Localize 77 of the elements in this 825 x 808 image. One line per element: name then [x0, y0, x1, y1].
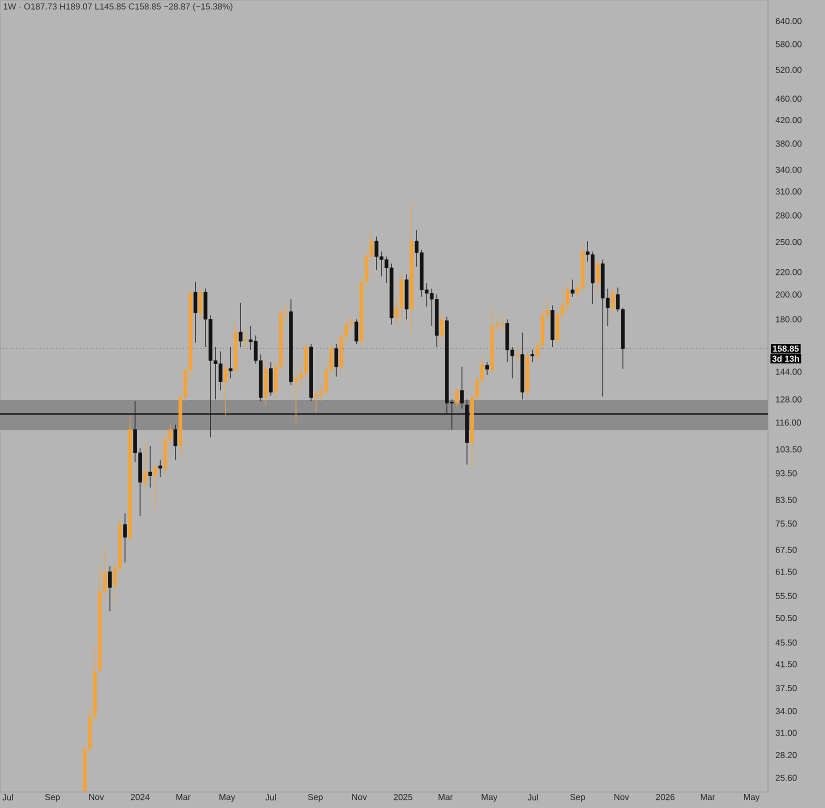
y-tick-label: 83.50	[776, 496, 797, 503]
y-tick-label: 220.00	[776, 269, 802, 276]
y-tick-label: 250.00	[776, 238, 802, 246]
x-tick-label: Sep	[308, 794, 323, 802]
candlestick	[570, 279, 574, 298]
y-tick-label: 310.00	[776, 188, 802, 195]
x-tick-label: Mar	[700, 794, 715, 800]
candlestick	[596, 259, 600, 295]
x-tick-label: May	[744, 794, 760, 802]
candlestick	[460, 366, 464, 410]
y-tick-label: 50.50	[776, 615, 797, 622]
x-tick-label: Jul	[265, 794, 276, 800]
x-tick-label: Mar	[176, 794, 191, 800]
candlestick	[485, 362, 489, 376]
y-tick-label: 31.00	[776, 730, 797, 736]
x-tick-label: 2025	[394, 794, 412, 800]
candlestick	[515, 346, 520, 362]
y-tick-label: 67.50	[776, 546, 797, 553]
x-tick-label: May	[482, 794, 498, 802]
y-tick-label: 640.00	[776, 18, 802, 24]
y-tick-label: 25.60	[776, 774, 797, 781]
candlestick	[440, 312, 444, 343]
y-tick-label: 580.00	[776, 41, 802, 48]
y-tick-label: 460.00	[776, 96, 802, 102]
candlestick	[610, 288, 615, 316]
x-tick-label: Jul	[528, 794, 538, 800]
x-tick-label: 2024	[130, 794, 150, 800]
x-tick-label: Nov	[614, 794, 630, 800]
y-tick-label: 34.00	[776, 708, 797, 714]
candlestick	[108, 566, 112, 612]
candlestick	[455, 386, 459, 408]
y-tick-label: 41.50	[776, 661, 797, 668]
y-tick-label: 116.00	[776, 419, 801, 426]
x-tick-label: May	[220, 794, 236, 802]
candlestick	[123, 512, 127, 563]
x-tick-label: 2026	[656, 794, 675, 800]
candlestick	[354, 318, 358, 344]
chart-title: 1W · O187.73 H189.07 L145.85 C158.85 −28.87 (−15.38%)	[4, 3, 232, 12]
candlestick	[228, 346, 232, 379]
candlestick	[148, 446, 152, 488]
x-tick-label: Nov	[89, 794, 104, 800]
candlestick	[194, 282, 198, 343]
y-tick-label: 200.00	[776, 291, 802, 298]
y-tick-label: 45.50	[776, 640, 797, 646]
y-tick-label: 37.50	[776, 685, 797, 692]
x-tick-label: Nov	[352, 794, 367, 800]
y-tick-label: 93.50	[776, 470, 797, 476]
y-tick-label: 380.00	[776, 140, 802, 147]
y-tick-label: 280.00	[776, 212, 802, 218]
y-tick-label: 340.00	[776, 166, 802, 173]
y-tick-label: 144.00	[776, 368, 802, 375]
y-tick-label: 75.50	[776, 520, 797, 527]
y-tick-label: 103.50	[776, 446, 802, 452]
candlestick	[153, 463, 158, 510]
x-tick-label: Sep	[45, 794, 60, 802]
ref-line-label: 158.85	[773, 346, 799, 352]
candlestick	[244, 330, 248, 350]
x-tick-label: Mar	[438, 794, 453, 800]
candlestick	[143, 441, 147, 490]
y-tick-label: 28.20	[776, 752, 797, 758]
candlestick	[530, 350, 534, 362]
y-tick-label: 180.00	[776, 316, 802, 322]
y-tick-label: 420.00	[776, 117, 802, 124]
candlestick	[173, 424, 178, 460]
candlestick	[269, 362, 273, 396]
text: 3d 13h	[772, 355, 799, 362]
candlestick	[198, 290, 202, 320]
x-tick-label: Sep	[570, 794, 585, 802]
candlestick	[224, 362, 228, 416]
y-tick-label: 55.50	[776, 592, 797, 599]
candlestick	[334, 344, 338, 378]
y-tick-label: 128.00	[776, 396, 802, 402]
candlestick	[238, 302, 243, 348]
y-tick-label: 520.00	[776, 66, 802, 73]
y-tick-label: 61.50	[776, 568, 797, 575]
candlestick	[158, 459, 162, 478]
x-tick-label: Jul	[2, 794, 13, 800]
